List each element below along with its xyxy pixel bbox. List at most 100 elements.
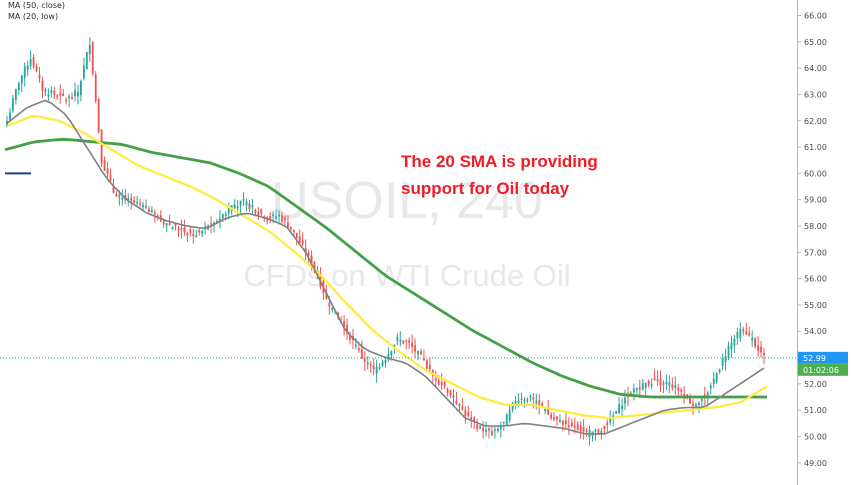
candle: [375, 359, 378, 383]
candle: [751, 330, 754, 348]
candle: [301, 231, 304, 247]
candle: [449, 389, 452, 398]
candle: [739, 322, 742, 343]
candle: [346, 318, 348, 340]
candle: [357, 344, 360, 353]
ma-green-line: [4, 137, 767, 399]
candle: [606, 419, 609, 432]
candle: [709, 382, 712, 395]
price-tick-label: 65.00: [804, 38, 827, 47]
candle: [177, 226, 180, 237]
candle: [493, 425, 496, 439]
candle: [733, 334, 736, 353]
candle: [109, 168, 112, 184]
candle: [97, 97, 100, 134]
price-tick-label: 58.00: [804, 222, 827, 231]
candle: [485, 421, 487, 437]
candle: [180, 219, 183, 239]
candle: [360, 340, 363, 359]
candle: [331, 306, 334, 313]
candle: [251, 199, 254, 214]
candle: [499, 421, 502, 438]
candle: [458, 403, 461, 412]
candle: [635, 387, 638, 394]
candle: [567, 417, 570, 436]
candle: [618, 397, 621, 415]
candle: [9, 107, 11, 122]
candle: [44, 87, 47, 96]
candle: [210, 216, 212, 234]
candle: [201, 229, 204, 238]
candle: [452, 389, 455, 406]
candle: [417, 350, 419, 361]
candle: [612, 411, 615, 427]
legend-ma20[interactable]: MA (20, low): [8, 12, 58, 21]
candle: [520, 392, 523, 406]
candle: [434, 370, 437, 387]
candle: [38, 66, 41, 83]
candle: [41, 76, 44, 98]
candle: [233, 198, 236, 210]
candle: [65, 97, 68, 105]
price-axis[interactable]: 66.00 65.00 64.00 63.00 62.00 61.00 60.00 59.00…: [797, 0, 852, 485]
candle: [298, 229, 301, 244]
candle: [511, 401, 514, 413]
candle: [529, 394, 532, 402]
candle: [736, 327, 739, 345]
candle: [641, 378, 644, 391]
candle: [665, 374, 668, 390]
candle: [59, 84, 62, 104]
candle: [455, 391, 458, 405]
candle: [632, 383, 635, 401]
candle: [420, 348, 422, 355]
candle: [23, 62, 26, 87]
legend-ma50[interactable]: MA (50, close): [8, 1, 65, 10]
candle: [275, 209, 278, 221]
candle: [378, 363, 381, 371]
candle: [139, 198, 141, 209]
price-tick-label: 51.00: [804, 406, 827, 415]
price-tick-label: 55.00: [804, 301, 827, 310]
candle: [165, 222, 168, 233]
candle: [757, 336, 760, 357]
candle: [508, 405, 511, 424]
svg-text:52.99: 52.99: [803, 354, 826, 363]
candle: [278, 210, 280, 225]
candle: [269, 211, 272, 224]
plot-area[interactable]: [0, 0, 797, 485]
candle: [195, 229, 198, 238]
candle: [402, 339, 405, 345]
candle: [11, 94, 14, 113]
current-price-tag: 52.99: [798, 351, 848, 364]
candle: [671, 377, 674, 391]
candle: [287, 215, 289, 229]
price-tick-label: 56.00: [804, 275, 827, 284]
candle: [479, 424, 482, 430]
candle: [47, 88, 50, 103]
candle: [680, 387, 683, 397]
price-tick-label: 59.00: [804, 196, 827, 205]
price-tick-label: 52.00: [804, 380, 827, 389]
candle: [245, 198, 248, 212]
legend-ma50-label: MA (50, close): [8, 1, 66, 10]
candle: [239, 200, 242, 214]
candle: [186, 231, 189, 242]
candle: [712, 371, 715, 389]
candle: [715, 372, 718, 384]
candle: [564, 412, 567, 428]
annotation-line-2: support for Oil today: [401, 179, 570, 198]
candle: [718, 368, 721, 374]
candle: [550, 412, 553, 420]
candle: [257, 207, 260, 221]
candle: [363, 351, 366, 372]
candle: [130, 193, 133, 210]
candle: [384, 357, 387, 368]
candle: [91, 41, 94, 77]
candle: [82, 57, 85, 81]
candle: [349, 331, 351, 345]
svg-text:01:02:06: 01:02:06: [803, 366, 839, 375]
candle: [85, 51, 88, 70]
candle: [396, 333, 399, 346]
candle: [689, 393, 691, 404]
